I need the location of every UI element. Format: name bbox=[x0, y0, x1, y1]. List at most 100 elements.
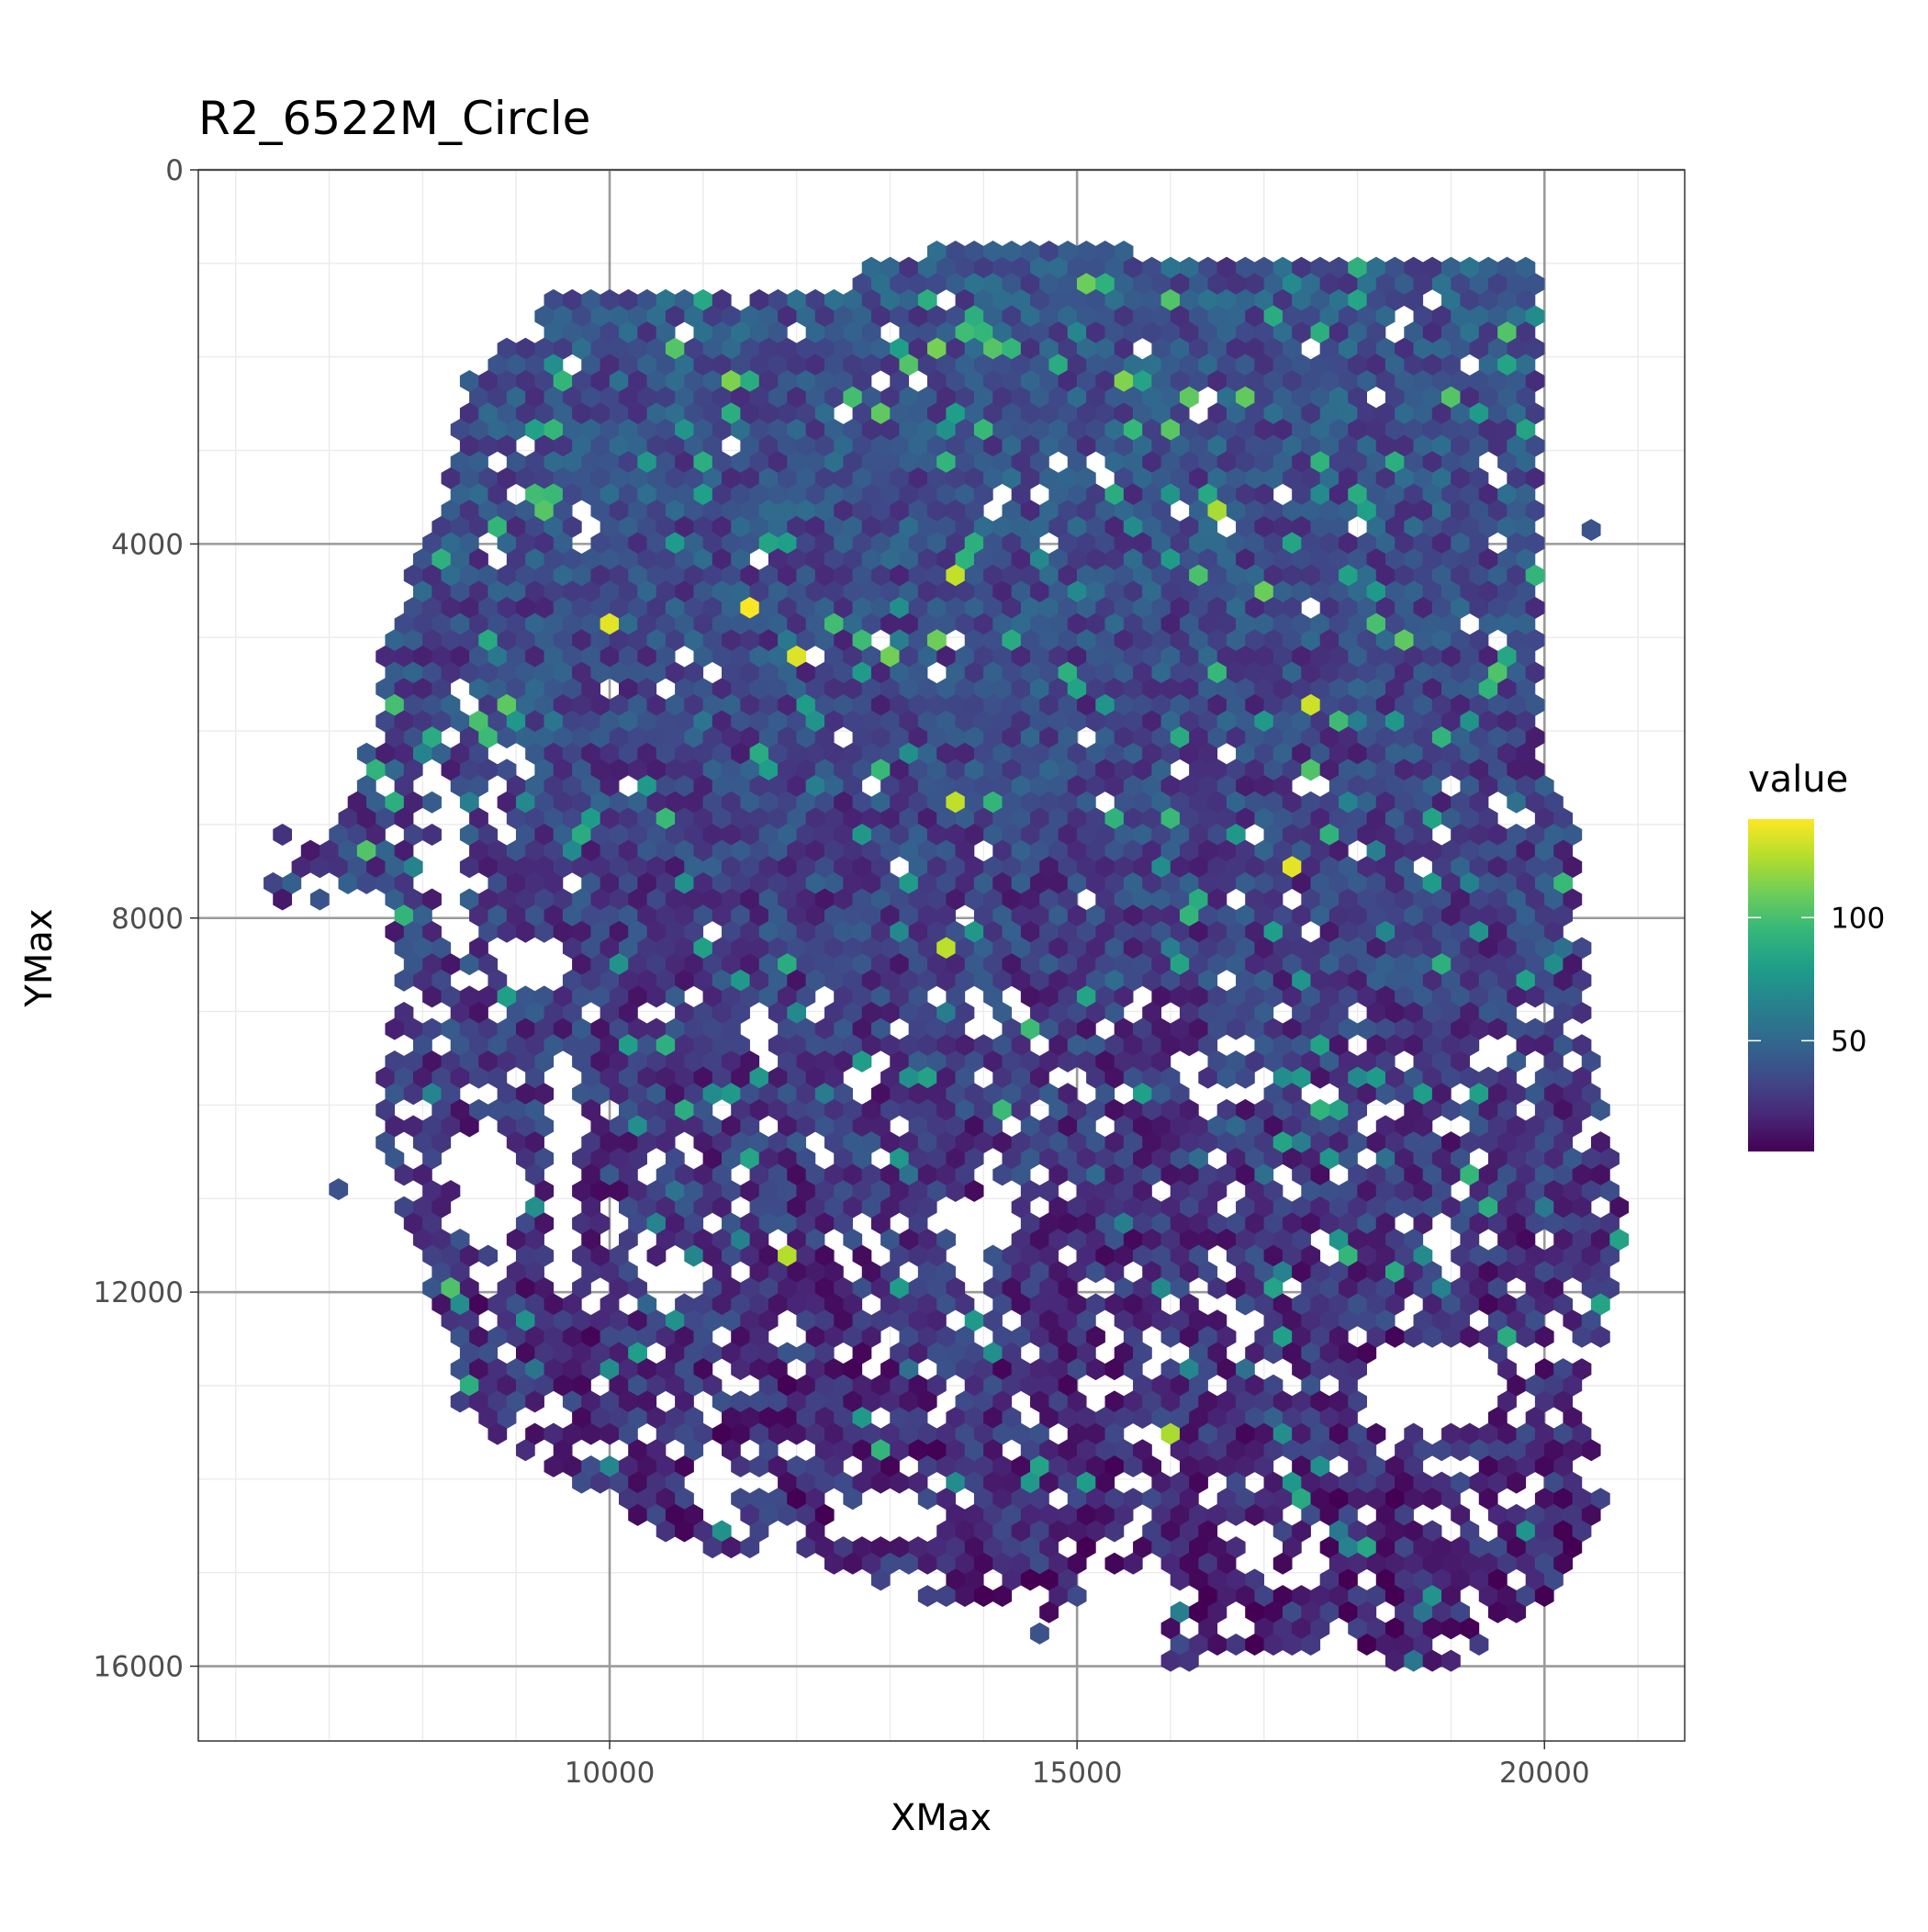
hex-bin bbox=[1030, 937, 1049, 960]
hex-bin bbox=[553, 823, 573, 846]
hex-bin bbox=[1497, 548, 1517, 571]
hex-bin bbox=[1497, 354, 1517, 376]
hex-bin bbox=[1189, 500, 1208, 522]
hex-bin bbox=[1076, 305, 1096, 328]
x-tick-label: 20000 bbox=[1499, 1757, 1590, 1790]
hex-bin bbox=[469, 645, 488, 668]
hex-bin bbox=[572, 434, 591, 457]
hex-bin bbox=[609, 953, 629, 976]
hex-bin bbox=[890, 305, 910, 328]
hex-bin bbox=[1086, 321, 1105, 344]
hex-bin bbox=[946, 466, 966, 489]
hex-bin bbox=[1067, 710, 1087, 733]
hex-bin bbox=[1207, 564, 1227, 587]
hex-bin bbox=[665, 920, 685, 943]
hex-bin bbox=[1030, 871, 1049, 894]
hex-bin bbox=[796, 466, 816, 489]
hex-bin bbox=[1142, 742, 1161, 765]
hex-bin bbox=[459, 888, 479, 911]
hex-bin bbox=[403, 597, 423, 620]
hex-bin bbox=[927, 856, 947, 879]
hex-bin bbox=[581, 288, 601, 311]
hex-bin bbox=[1263, 305, 1283, 328]
hex-bin bbox=[478, 629, 499, 652]
hex-bin bbox=[412, 710, 432, 733]
hex-bin bbox=[927, 888, 947, 911]
hex-bin bbox=[1123, 742, 1143, 765]
hex-bin bbox=[572, 661, 591, 684]
hex-bin bbox=[1357, 564, 1377, 587]
hex-bin bbox=[936, 678, 956, 701]
hex-bin bbox=[1151, 337, 1171, 360]
hex-bin bbox=[1198, 742, 1218, 765]
hex-bin bbox=[1272, 256, 1293, 279]
hex-bin bbox=[646, 564, 667, 587]
hex-bin bbox=[1189, 953, 1208, 976]
hex-bin bbox=[385, 856, 405, 879]
hex-bin bbox=[1095, 305, 1115, 328]
hex-bin bbox=[880, 256, 900, 279]
hex-bin bbox=[1076, 370, 1096, 393]
hex-bin bbox=[834, 434, 853, 457]
hex-bin bbox=[1030, 548, 1049, 571]
hex-bin bbox=[1319, 629, 1340, 652]
hex-bin bbox=[1516, 418, 1536, 441]
hex-bin bbox=[1170, 434, 1190, 457]
hex-bin bbox=[1478, 775, 1498, 798]
hex-bin bbox=[1395, 693, 1414, 716]
hex-bin bbox=[609, 823, 629, 846]
hex-bin bbox=[422, 953, 442, 976]
hex-bin bbox=[637, 937, 657, 960]
hex-bin bbox=[506, 386, 526, 409]
hex-bin bbox=[1544, 985, 1564, 1008]
hex-bin bbox=[702, 888, 723, 911]
hex-bin bbox=[824, 742, 844, 765]
hex-bin bbox=[731, 839, 750, 862]
hex-bin bbox=[946, 434, 966, 457]
hex-bin bbox=[740, 597, 760, 620]
hex-bin bbox=[1404, 612, 1424, 635]
hex-bin bbox=[758, 693, 779, 716]
hex-bin bbox=[1048, 904, 1069, 927]
hex-bin bbox=[1384, 871, 1405, 894]
hex-bin bbox=[1366, 580, 1386, 603]
hex-bin bbox=[553, 370, 573, 393]
hex-bin bbox=[908, 500, 928, 522]
hex-bin bbox=[441, 564, 461, 587]
hex-bin bbox=[1245, 337, 1264, 360]
hex-bin bbox=[778, 920, 797, 943]
hex-bin bbox=[544, 548, 564, 571]
hex-bin bbox=[749, 678, 769, 701]
hex-bin bbox=[1404, 451, 1424, 474]
hex-bin bbox=[1451, 564, 1471, 587]
hex-bin bbox=[955, 580, 975, 603]
hex-bin bbox=[1263, 597, 1283, 620]
hex-bin bbox=[1507, 434, 1527, 457]
hex-bin bbox=[1095, 370, 1115, 393]
hex-bin bbox=[1254, 775, 1274, 798]
hex-bin bbox=[1272, 904, 1293, 927]
hex-bin bbox=[1048, 807, 1069, 830]
hex-bin bbox=[1142, 937, 1161, 960]
hex-bin bbox=[1413, 370, 1433, 393]
hex-bin bbox=[1282, 500, 1302, 522]
hex-bin bbox=[1114, 856, 1134, 879]
hex-bin bbox=[1328, 807, 1349, 830]
hex-bin bbox=[1236, 483, 1255, 506]
hex-bin bbox=[1478, 256, 1498, 279]
hex-bin bbox=[1114, 273, 1134, 296]
hex-bin bbox=[890, 500, 910, 522]
hex-bin bbox=[1170, 985, 1190, 1008]
hex-bin bbox=[973, 807, 993, 830]
hex-bin bbox=[740, 337, 760, 360]
hex-bin bbox=[1339, 791, 1358, 814]
hex-bin bbox=[684, 466, 704, 489]
hex-bin bbox=[356, 839, 376, 862]
hex-bin bbox=[1431, 791, 1452, 814]
hex-bin bbox=[1460, 775, 1480, 798]
hex-bin bbox=[1534, 969, 1554, 992]
hex-bin bbox=[824, 451, 844, 474]
hex-bin bbox=[861, 937, 881, 960]
hex-bin bbox=[1413, 791, 1433, 814]
hex-bin bbox=[1216, 548, 1237, 571]
